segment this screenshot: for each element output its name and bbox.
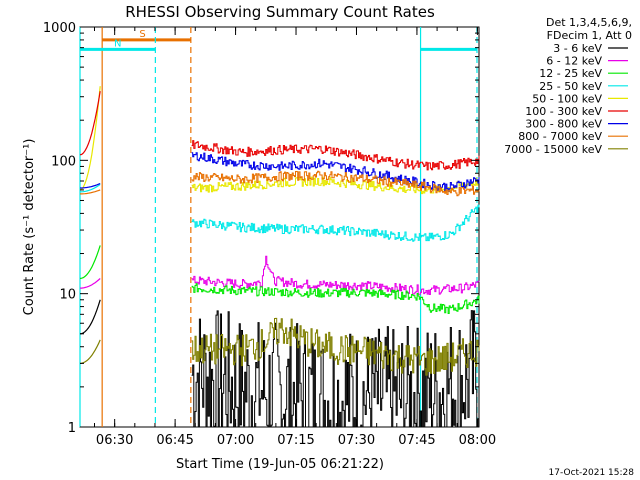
series-12-25-kev-early-segment (79, 245, 101, 280)
x-tick-label: 07:15 (277, 433, 314, 448)
series-12-25-kev (79, 245, 480, 314)
x-tick-label: 07:45 (398, 433, 435, 448)
timestamp: 17-Oct-2021 15:28 (549, 468, 635, 478)
series-100-300-kev (79, 91, 480, 171)
series-7000-15000-kev (79, 317, 480, 376)
legend-label: 50 - 100 keV (532, 92, 602, 105)
legend-label: 7000 - 15000 keV (504, 143, 602, 156)
series-12-25-kev-main-segment (191, 283, 480, 314)
legend: Det 1,3,4,5,6,9, FDecim 1, Att 0 3 - 6 k… (504, 16, 632, 156)
series-6-12-kev (80, 255, 480, 295)
marker-label-0: S (139, 29, 145, 40)
y-axis: 1 10 100 1000 (43, 21, 479, 436)
legend-label: 6 - 12 keV (546, 55, 602, 68)
legend-header-line-2: FDecim 1, Att 0 (547, 29, 632, 42)
series-25-50-kev (79, 183, 480, 242)
series-800-7000-kev-main-segment (191, 170, 480, 197)
x-tick-label: 07:00 (217, 433, 254, 448)
series-25-50-kev-early-segment (79, 183, 101, 193)
series-6-12-kev-early-segment (80, 278, 101, 289)
series-800-7000-kev-early-segment (80, 189, 101, 195)
y-axis-label: Count Rate (s⁻¹ detector⁻¹) (22, 139, 37, 316)
x-tick-label: 06:45 (156, 433, 193, 448)
legend-label: 100 - 300 keV (525, 105, 602, 118)
series-layer (79, 86, 480, 428)
series-6-12-kev-main-segment (191, 255, 480, 295)
series-800-7000-kev (80, 170, 480, 197)
series-300-800-kev (80, 152, 480, 192)
marker-label-1: N (114, 38, 121, 49)
legend-label: 12 - 25 keV (539, 67, 602, 80)
legend-label: 800 - 7000 keV (518, 130, 602, 143)
series-50-100-kev-early-segment (79, 86, 101, 191)
legend-label: 300 - 800 keV (525, 118, 602, 131)
legend-header-line-1: Det 1,3,4,5,6,9, (546, 16, 632, 29)
series-100-300-kev-early-segment (79, 91, 101, 156)
x-tick-label: 06:30 (96, 433, 133, 448)
series-25-50-kev-main-segment (191, 204, 480, 242)
x-tick-label: 08:00 (459, 433, 496, 448)
series-300-800-kev-early-segment (80, 182, 101, 189)
x-axis-label: Start Time (19-Jun-05 06:21:22) (176, 457, 384, 472)
series-300-800-kev-main-segment (191, 152, 480, 192)
legend-label: 25 - 50 keV (539, 80, 602, 93)
y-tick-label: 10 (59, 288, 76, 303)
series-50-100-kev-main-segment (191, 176, 480, 195)
series-7000-15000-kev-main-segment (191, 317, 480, 376)
series-7000-15000-kev-early-segment (79, 339, 101, 364)
y-tick-label: 1000 (43, 21, 76, 36)
series-3-6-kev-main-segment (191, 310, 480, 428)
x-tick-label: 07:30 (338, 433, 375, 448)
series-3-6-kev-early-segment (79, 299, 101, 335)
y-tick-label: 100 (51, 154, 76, 169)
series-50-100-kev (79, 86, 480, 195)
legend-label: 3 - 6 keV (553, 42, 602, 55)
series-100-300-kev-main-segment (191, 140, 480, 171)
y-tick-label: 1 (68, 421, 76, 436)
chart-title: RHESSI Observing Summary Count Rates (125, 3, 435, 21)
x-axis: 06:30 06:45 07:00 07:15 07:30 07:45 08:00 (94, 27, 496, 448)
